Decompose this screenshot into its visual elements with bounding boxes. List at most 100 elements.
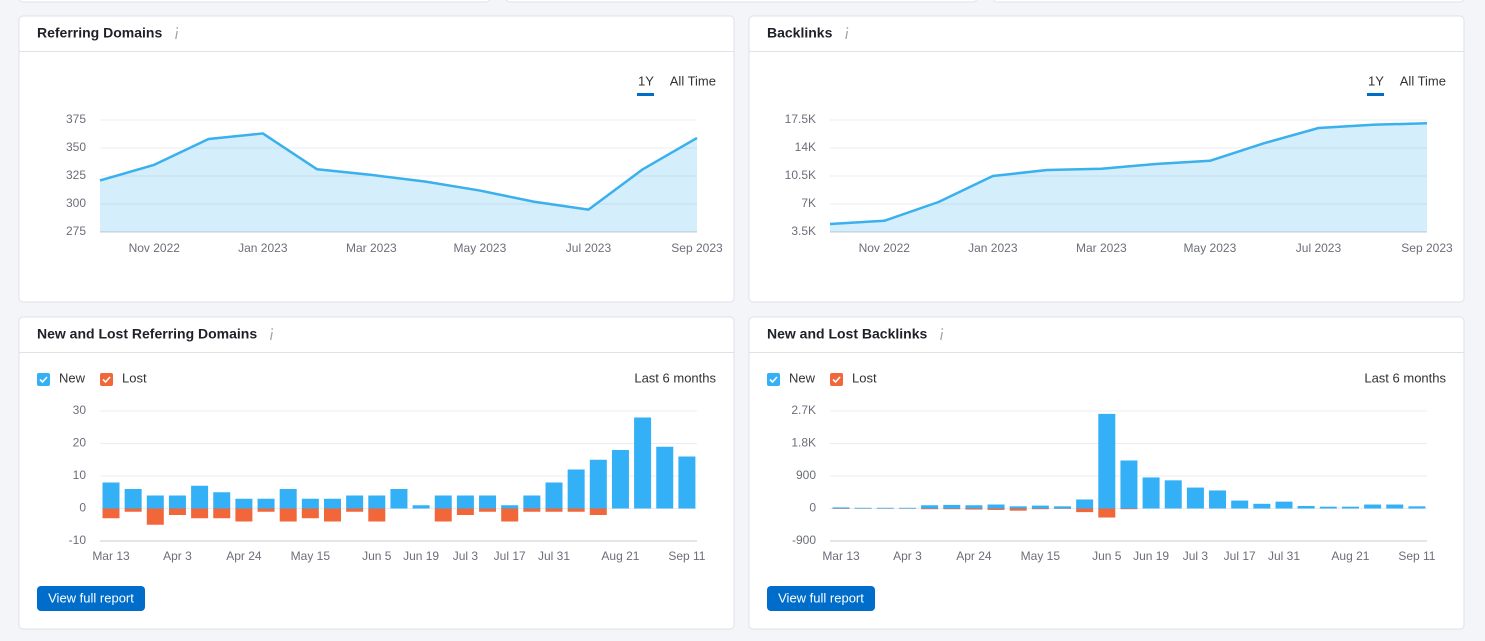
card (18, 316, 735, 630)
x-tick-label: May 15 (1021, 549, 1061, 563)
bar (943, 504, 961, 509)
bar (1076, 499, 1094, 509)
y-tick-label: 350 (66, 140, 86, 154)
bar (898, 507, 916, 509)
legend-checkbox[interactable] (37, 373, 50, 386)
range-tab[interactable]: All Time (670, 73, 716, 88)
bar (943, 508, 961, 510)
bar (412, 505, 430, 509)
bar (124, 489, 142, 509)
line (99, 132, 698, 211)
bar (1009, 506, 1027, 509)
bar (368, 508, 386, 522)
x-tick-label: May 15 (291, 549, 331, 563)
bar (1253, 503, 1271, 509)
bar (235, 498, 253, 509)
tab-underline (1367, 93, 1384, 96)
x-tick-label: Jul 17 (1224, 549, 1256, 563)
view-report-button[interactable] (767, 586, 875, 611)
bar (1164, 480, 1182, 509)
card (992, 0, 1465, 3)
x-tick-label: Sep 2023 (1401, 241, 1453, 255)
bar (390, 489, 408, 509)
x-tick-label: Apr 3 (163, 549, 192, 563)
bar (191, 485, 209, 509)
x-tick-label: Aug 21 (601, 549, 639, 563)
bar (279, 508, 297, 522)
info-icon (845, 30, 849, 40)
x-tick-label: Mar 13 (822, 549, 860, 563)
card-title: New and Lost Backlinks (767, 326, 927, 342)
legend-label: Lost (122, 370, 147, 385)
bar (213, 492, 231, 509)
legend-checkbox[interactable] (830, 373, 844, 386)
bar (589, 508, 607, 515)
bar (146, 495, 164, 509)
legend-check (769, 376, 778, 384)
bar (324, 508, 341, 522)
period-label: Last 6 months (1364, 370, 1446, 385)
period-label: Last 6 months (634, 370, 716, 385)
bar (146, 508, 164, 525)
x-tick-label: Jan 2023 (968, 241, 1018, 255)
view-report-label[interactable]: View full report (778, 590, 864, 605)
y-tick-label: 3.5K (791, 224, 816, 238)
x-tick-label: May 2023 (454, 241, 507, 255)
x-tick-label: Jul 3 (453, 549, 479, 563)
x-tick-label: Sep 11 (668, 549, 705, 563)
card-title: Backlinks (767, 25, 833, 41)
card (18, 0, 491, 3)
area (830, 123, 1427, 232)
range-tab[interactable]: All Time (1400, 73, 1446, 88)
legend-checkbox[interactable] (100, 373, 114, 386)
line (829, 121, 1428, 226)
x-tick-label: Jul 3 (1183, 549, 1209, 563)
x-tick-label: Aug 21 (1331, 549, 1369, 563)
x-tick-label: Jun 19 (403, 549, 439, 563)
bar (368, 495, 386, 509)
range-tab[interactable]: 1Y (638, 73, 654, 88)
bar (611, 450, 629, 509)
bar (921, 508, 939, 510)
bar (523, 495, 541, 509)
bar (301, 498, 319, 509)
x-tick-label: Apr 3 (893, 549, 922, 563)
view-report-label[interactable]: View full report (48, 590, 134, 605)
bar (965, 505, 983, 509)
y-tick-label: 14K (795, 140, 816, 154)
bar (1297, 505, 1315, 509)
card-title: Referring Domains (37, 25, 162, 41)
view-report-button[interactable] (37, 586, 145, 611)
legend-checkbox[interactable] (767, 373, 780, 386)
x-tick-label: Jan 2023 (238, 241, 288, 255)
x-tick-label: Mar 2023 (346, 241, 397, 255)
x-tick-label: Jul 17 (494, 549, 526, 563)
bar (523, 508, 541, 512)
x-tick-label: Apr 24 (226, 549, 262, 563)
info-icon (941, 328, 944, 330)
y-tick-label: 2.7K (791, 403, 816, 417)
info-icon (846, 27, 849, 29)
bar (1231, 500, 1249, 509)
bar (501, 508, 519, 522)
x-tick-label: May 2023 (1184, 241, 1237, 255)
bar (279, 489, 297, 509)
bar (1120, 508, 1138, 510)
bar (1142, 477, 1160, 509)
bar (876, 507, 894, 509)
bar (589, 459, 607, 509)
range-tab[interactable]: 1Y (1368, 73, 1384, 88)
y-tick-label: 300 (66, 196, 86, 210)
bar (257, 498, 275, 509)
bar (102, 508, 120, 519)
bar (1209, 490, 1227, 509)
bar (257, 508, 275, 512)
card (748, 15, 1465, 303)
x-tick-label: Jun 19 (1133, 549, 1169, 563)
x-tick-label: Apr 24 (956, 549, 992, 563)
y-tick-label: 900 (796, 468, 816, 482)
bar (346, 495, 364, 509)
legend-check (39, 376, 48, 384)
bar (1319, 506, 1337, 509)
bar (301, 508, 319, 519)
